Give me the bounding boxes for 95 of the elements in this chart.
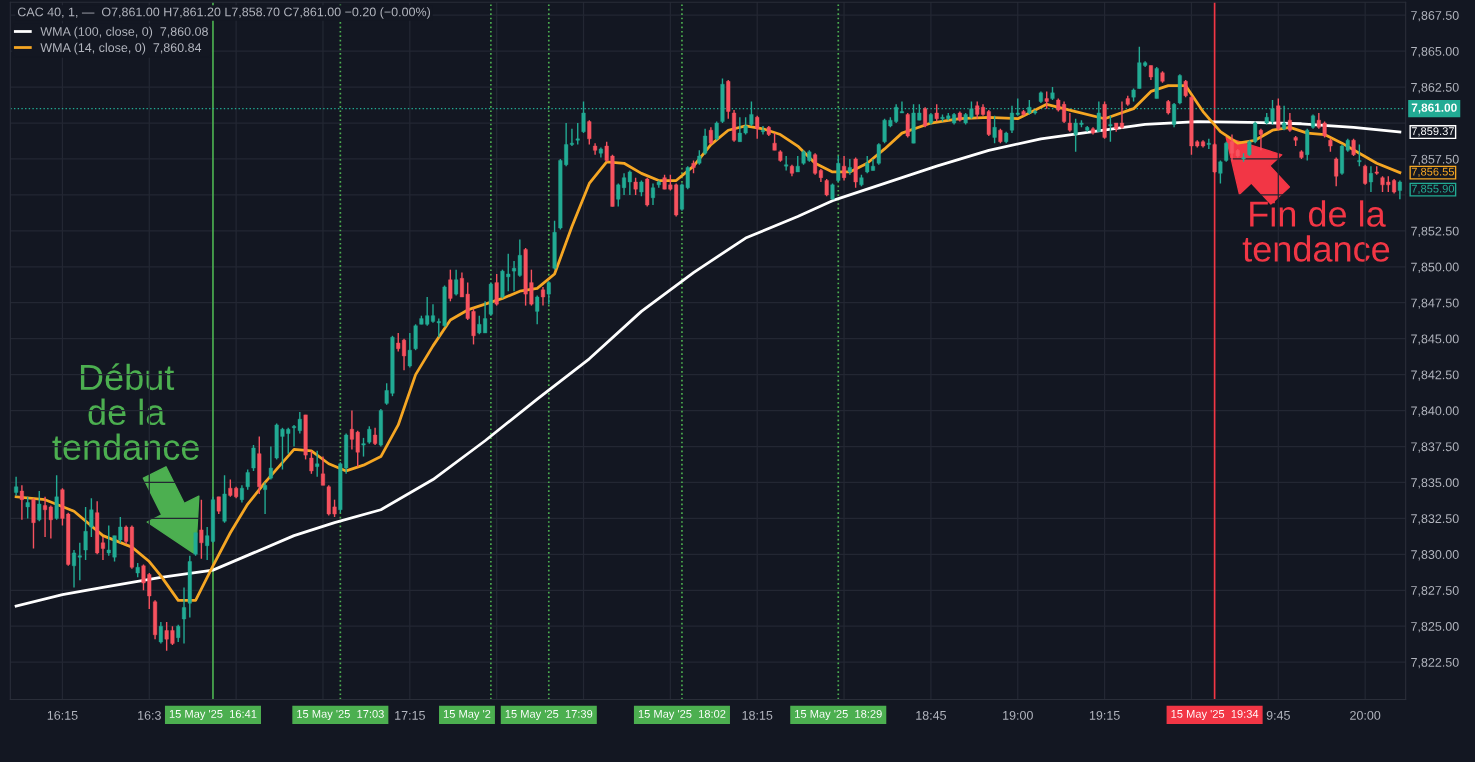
candlestick bbox=[31, 497, 36, 550]
candlestick bbox=[703, 128, 708, 156]
y-tick-label: 7,852.50 bbox=[1411, 226, 1459, 237]
annotation: CAC 40, 1, — O7,861.00 H7,861.20 L7,858.70 C7,861.00 −0.20 (−0.00%) bbox=[17, 7, 430, 19]
candlestick bbox=[1218, 159, 1223, 185]
candlestick bbox=[315, 450, 320, 478]
candlestick bbox=[14, 475, 19, 497]
candlestick bbox=[320, 455, 325, 487]
y-tick-label: 7,857.50 bbox=[1411, 154, 1459, 166]
y-tick-label: 7,827.50 bbox=[1411, 586, 1459, 597]
candlestick bbox=[19, 484, 24, 521]
candlestick bbox=[245, 468, 250, 491]
legend-label: WMA (100, close, 0) 7,860.08 bbox=[40, 26, 208, 39]
x-tick-label: 9:45 bbox=[1266, 710, 1290, 720]
candlestick bbox=[361, 437, 366, 458]
candlestick bbox=[309, 450, 314, 475]
candlestick bbox=[1206, 138, 1211, 150]
candlestick bbox=[575, 122, 580, 146]
candlestick bbox=[1368, 165, 1373, 193]
candlestick bbox=[587, 119, 592, 146]
candlestick bbox=[413, 323, 418, 351]
y-tick-label: 7,847.50 bbox=[1411, 298, 1459, 309]
y-tick-label: 7,832.50 bbox=[1411, 514, 1459, 525]
candlestick bbox=[454, 268, 459, 297]
candlestick bbox=[407, 332, 412, 369]
ref-line-label: 15 May '2 bbox=[443, 709, 491, 721]
candlestick bbox=[1108, 115, 1113, 143]
y-tick-label: 7,830.00 bbox=[1411, 550, 1459, 561]
candlestick bbox=[755, 115, 760, 140]
candlestick bbox=[876, 142, 881, 166]
annotation: Fin de la tendance bbox=[1242, 200, 1390, 262]
candlestick bbox=[182, 586, 187, 645]
x-tick-label: 19:00 bbox=[1003, 710, 1033, 720]
candlestick bbox=[268, 445, 273, 481]
candlestick bbox=[494, 273, 499, 307]
candlestick bbox=[37, 490, 42, 522]
y-tick-label: 7,842.50 bbox=[1411, 370, 1459, 381]
ref-line-label: 15 May '25 17:39 bbox=[505, 709, 593, 721]
y-tick-label: 7,845.00 bbox=[1411, 334, 1459, 345]
ref-line-label: 15 May '25 16:41 bbox=[169, 709, 257, 721]
ref-line-label: 15 May '25 19:34 bbox=[1171, 709, 1259, 721]
candlestick bbox=[263, 481, 268, 515]
x-tick-label: 16:15 bbox=[47, 710, 78, 720]
candlestick bbox=[535, 294, 540, 326]
x-tick-label: 16:3 bbox=[138, 710, 161, 720]
candlestick bbox=[1334, 156, 1339, 187]
y-tick-label: 7,867.50 bbox=[1411, 11, 1459, 22]
x-tick-label: 18:45 bbox=[916, 710, 947, 720]
x-tick-label: 20:00 bbox=[1350, 710, 1381, 720]
candlestick bbox=[193, 532, 198, 557]
candlestick bbox=[1363, 164, 1368, 186]
y-tick-label: 7,825.00 bbox=[1411, 622, 1459, 633]
annotation: 7,855.90 bbox=[1411, 184, 1455, 194]
y-tick-label: 7,865.00 bbox=[1411, 46, 1459, 58]
candlestick bbox=[1224, 141, 1229, 163]
candlestick bbox=[1067, 112, 1072, 133]
annotation: 7,856.55 bbox=[1411, 167, 1455, 177]
ref-line-label: 7,861.00 bbox=[1411, 103, 1457, 114]
candlestick bbox=[992, 115, 997, 144]
y-tick-label: 7,840.00 bbox=[1411, 406, 1459, 417]
candlestick bbox=[83, 506, 88, 561]
candlestick bbox=[784, 155, 789, 172]
candlestick bbox=[89, 497, 94, 538]
legend-label: WMA (14, close, 0) 7,860.84 bbox=[40, 42, 202, 55]
y-tick-label: 7,837.50 bbox=[1411, 442, 1459, 453]
candlestick bbox=[1258, 128, 1263, 152]
candlestick bbox=[199, 498, 204, 560]
candlestick bbox=[905, 112, 910, 139]
candlestick bbox=[25, 496, 30, 520]
ref-line-label: 15 May '25 17:03 bbox=[297, 709, 384, 721]
candlestick bbox=[448, 268, 453, 302]
candlestick bbox=[546, 280, 551, 305]
y-tick-label: 7,850.00 bbox=[1411, 262, 1459, 273]
candlestick bbox=[761, 125, 766, 136]
x-tick-label: 19:15 bbox=[1089, 710, 1120, 720]
candlestick bbox=[540, 286, 545, 307]
y-tick-label: 7,835.00 bbox=[1411, 478, 1459, 489]
x-tick-label: 18:15 bbox=[742, 710, 773, 720]
candlestick bbox=[1287, 112, 1292, 133]
candlestick bbox=[1357, 143, 1362, 167]
candlestick bbox=[853, 156, 858, 189]
candlestick bbox=[1276, 97, 1281, 131]
ref-line-label: 15 May '25 18:29 bbox=[795, 709, 882, 721]
candlestick bbox=[847, 158, 852, 176]
candlestick bbox=[836, 155, 841, 183]
candlestick bbox=[650, 182, 655, 206]
candlestick bbox=[54, 474, 59, 521]
candlestick bbox=[251, 444, 256, 472]
y-tick-label: 7,862.50 bbox=[1411, 82, 1459, 94]
y-tick-label: 7,822.50 bbox=[1411, 657, 1459, 669]
x-tick-label: 17:15 bbox=[395, 711, 425, 720]
annotation: Début de la tendance bbox=[52, 363, 199, 461]
ref-line-label: 15 May '25 18:02 bbox=[638, 709, 726, 721]
annotation: 7,859.37 bbox=[1411, 127, 1454, 137]
candlestick bbox=[842, 155, 847, 182]
